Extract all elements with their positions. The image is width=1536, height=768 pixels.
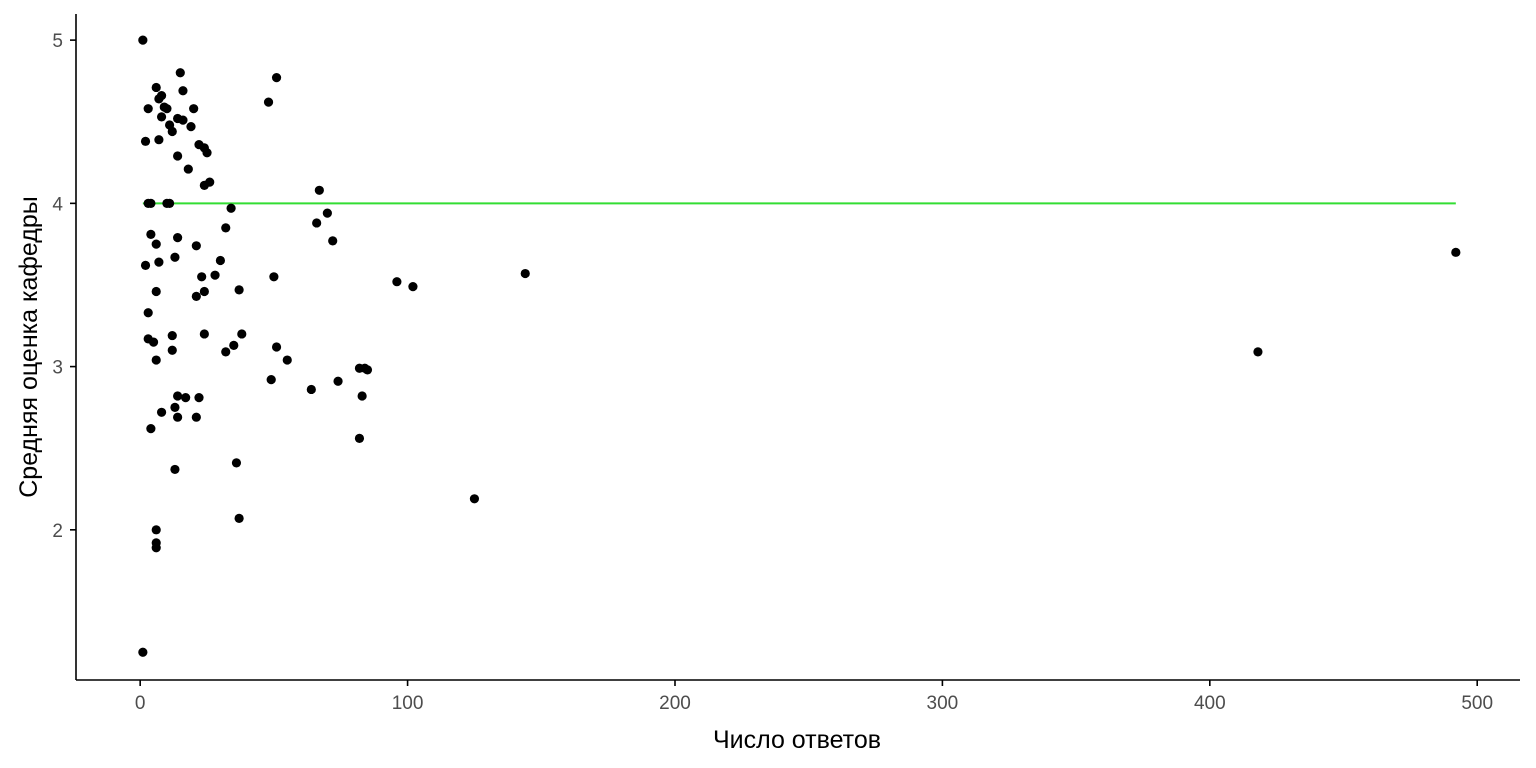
scatter-point [234,513,244,523]
scatter-point [181,393,191,403]
scatter-point [269,272,279,282]
x-tick-label: 0 [135,693,146,714]
scatter-point [170,402,180,412]
scatter-point [271,73,282,83]
scatter-point [282,355,292,365]
scatter-point [146,424,156,434]
scatter-point [312,218,322,228]
scatter-point [322,208,332,218]
scatter-point [328,236,338,246]
scatter-point [170,464,180,475]
scatter-point [392,277,402,287]
scatter-point [151,355,161,365]
x-tick-label: 400 [1194,693,1226,714]
y-tick-label: 2 [52,521,63,542]
scatter-point [229,340,239,350]
scatter-point [1451,247,1461,257]
scatter-point [167,126,177,137]
scatter-point [164,198,175,208]
scatter-point [234,285,244,295]
x-tick-label: 500 [1461,693,1493,714]
scatter-point [199,329,209,339]
scatter-point [151,239,161,249]
scatter-point [156,112,167,122]
scatter-point [199,286,209,297]
scatter-point [231,458,242,468]
scatter-point [173,151,183,161]
scatter-point [202,148,212,158]
scatter-point [1253,347,1263,357]
scatter-point [221,347,231,357]
scatter-point [140,260,151,270]
scatter-point [154,135,164,145]
x-tick-label: 200 [659,693,691,714]
scatter-point [469,494,480,504]
scatter-point [520,268,530,279]
scatter-point [173,233,183,243]
scatter-point [154,257,164,267]
scatter-point [266,375,276,385]
y-tick-label: 5 [52,31,63,52]
scatter-point [143,308,153,318]
scatter-point [151,286,161,297]
scatter-point [263,97,274,107]
y-axis-title: Средняя оценка кафедры [15,196,43,498]
scatter-point [162,104,172,114]
scatter-point [191,241,201,251]
scatter-point [138,35,148,45]
x-tick-label: 100 [392,693,424,714]
scatter-point [167,330,177,341]
y-axis-ticks: 2 3 4 5 [52,31,76,542]
scatter-point [189,104,199,114]
scatter-point [143,104,153,114]
scatter-point [138,647,148,657]
scatter-point [221,223,231,233]
scatter-point [146,198,156,208]
scatter-point [357,391,367,401]
scatter-point [146,229,156,239]
scatter-point [178,115,188,125]
scatter-point [362,365,373,375]
x-axis-title: Число ответов [713,726,881,754]
scatter-point [140,136,151,146]
x-tick-label: 300 [927,693,959,714]
y-tick-label: 3 [52,358,63,379]
scatter-point [167,345,177,355]
scatter-point [156,407,167,417]
scatter-point [205,177,215,187]
scatter-point [170,252,180,262]
scatter-point [183,164,193,174]
scatter-point [151,82,161,93]
scatter-point [333,376,343,386]
scatter-point [156,91,167,101]
scatter-point [408,282,418,292]
scatter-point [186,122,196,132]
scatter-point [173,412,183,422]
scatter-point [197,272,207,282]
scatter-point [271,342,282,352]
scatter-point [215,255,225,266]
scatter-point [194,393,204,403]
scatter-point [175,68,185,78]
y-tick-label: 4 [52,194,63,215]
scatter-point [354,433,365,444]
scatter-point [210,270,220,280]
scatter-point [173,391,183,401]
scatter-point [191,412,201,422]
scatter-point [151,525,161,535]
scatter-point [306,384,316,395]
scatter-point [191,291,201,301]
scatter-point [226,203,236,213]
scatter-point [178,86,188,96]
scatter-point [314,185,324,195]
scatter-point [237,329,247,339]
chart-marks [138,35,1461,657]
scatter-point [151,543,161,553]
scatter-point [148,337,159,347]
x-axis-ticks: 0 100 200 300 400 500 [135,680,1493,714]
